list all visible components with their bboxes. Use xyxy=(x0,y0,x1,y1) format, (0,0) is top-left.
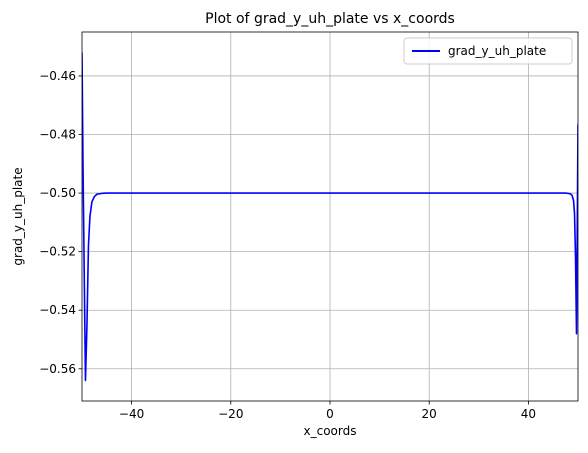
legend-label: grad_y_uh_plate xyxy=(448,44,546,58)
y-tick-label: −0.48 xyxy=(39,128,76,142)
series-line xyxy=(82,52,578,382)
x-tick-label: −40 xyxy=(119,407,144,421)
legend-box xyxy=(403,37,573,65)
ticks: −40 −20 0 20 40 −0.56 −0.54 −0.52 −0.50 −0.48 −0.4… xyxy=(39,69,536,421)
x-tick-label: 0 xyxy=(326,407,334,421)
y-tick-label: −0.56 xyxy=(39,362,76,376)
chart-title: Plot of grad_y_uh_plate vs x_coords xyxy=(205,11,455,27)
x-tick-label: 40 xyxy=(521,407,536,421)
x-tick-label: 20 xyxy=(422,407,437,421)
x-axis-label: x_coords xyxy=(304,424,357,438)
legend: grad_y_uh_plate xyxy=(403,37,573,65)
y-axis-label: grad_y_uh_plate xyxy=(11,167,25,265)
y-tick-label: −0.54 xyxy=(39,303,76,317)
grid xyxy=(82,32,578,401)
y-tick-label: −0.52 xyxy=(39,245,76,259)
y-tick-label: −0.46 xyxy=(39,69,76,83)
y-tick-label: −0.50 xyxy=(39,186,76,200)
x-tick-label: −20 xyxy=(218,407,243,421)
series-layer xyxy=(82,52,578,382)
